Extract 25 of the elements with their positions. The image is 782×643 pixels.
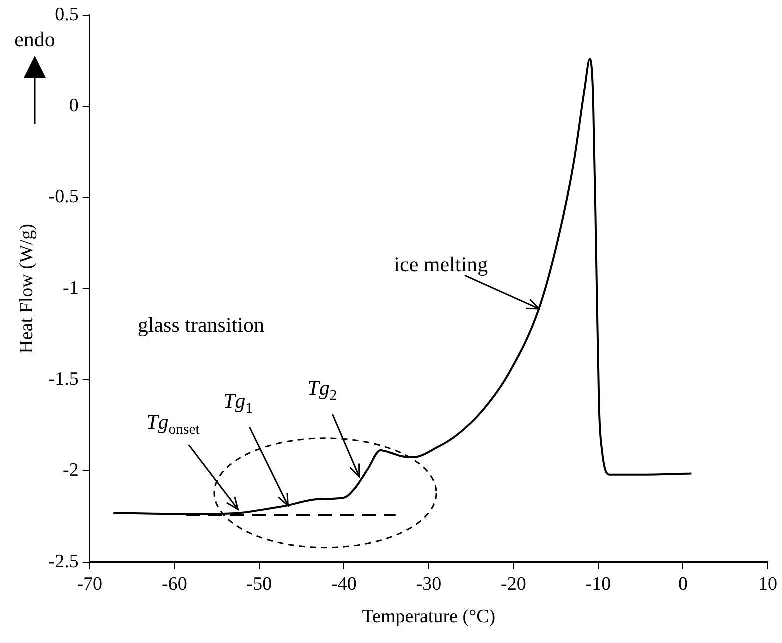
x-tick-label: -20 [501,574,526,595]
annotation: Tg$_{1}$ [223,388,253,418]
x-tick-label: -60 [162,574,188,595]
text: endo [14,28,56,52]
annotation: ice melting [394,252,488,276]
annotation: glass transition [138,313,264,338]
x-tick-label: -50 [246,574,272,595]
x-axis-title: Temperature (°C) [362,606,496,628]
y-tick-label: -1.5 [48,369,79,390]
line-series [112,58,693,516]
y-tick-label: 0 [69,96,79,117]
x-tick-label: -10 [586,574,612,595]
y-tick-label: -2 [63,460,79,482]
annotation: Tg$_{onset}$ [146,410,200,438]
y-tick-label: -0.5 [48,186,79,208]
y-tick-label: -2.5 [48,551,79,572]
x-tick-label: 10 [758,574,778,595]
x-tick-label: 0 [678,574,688,595]
y-tick-label: -1 [63,278,79,299]
x-tick-label: -30 [416,574,442,595]
x-tick-label: -40 [332,574,357,595]
y-tick-label: 0.5 [55,4,79,26]
annotation: Tg$_{2}$ [308,376,338,404]
y-axis-title: Heat Flow (W/g) [16,224,38,354]
x-tick-label: -70 [77,574,103,595]
